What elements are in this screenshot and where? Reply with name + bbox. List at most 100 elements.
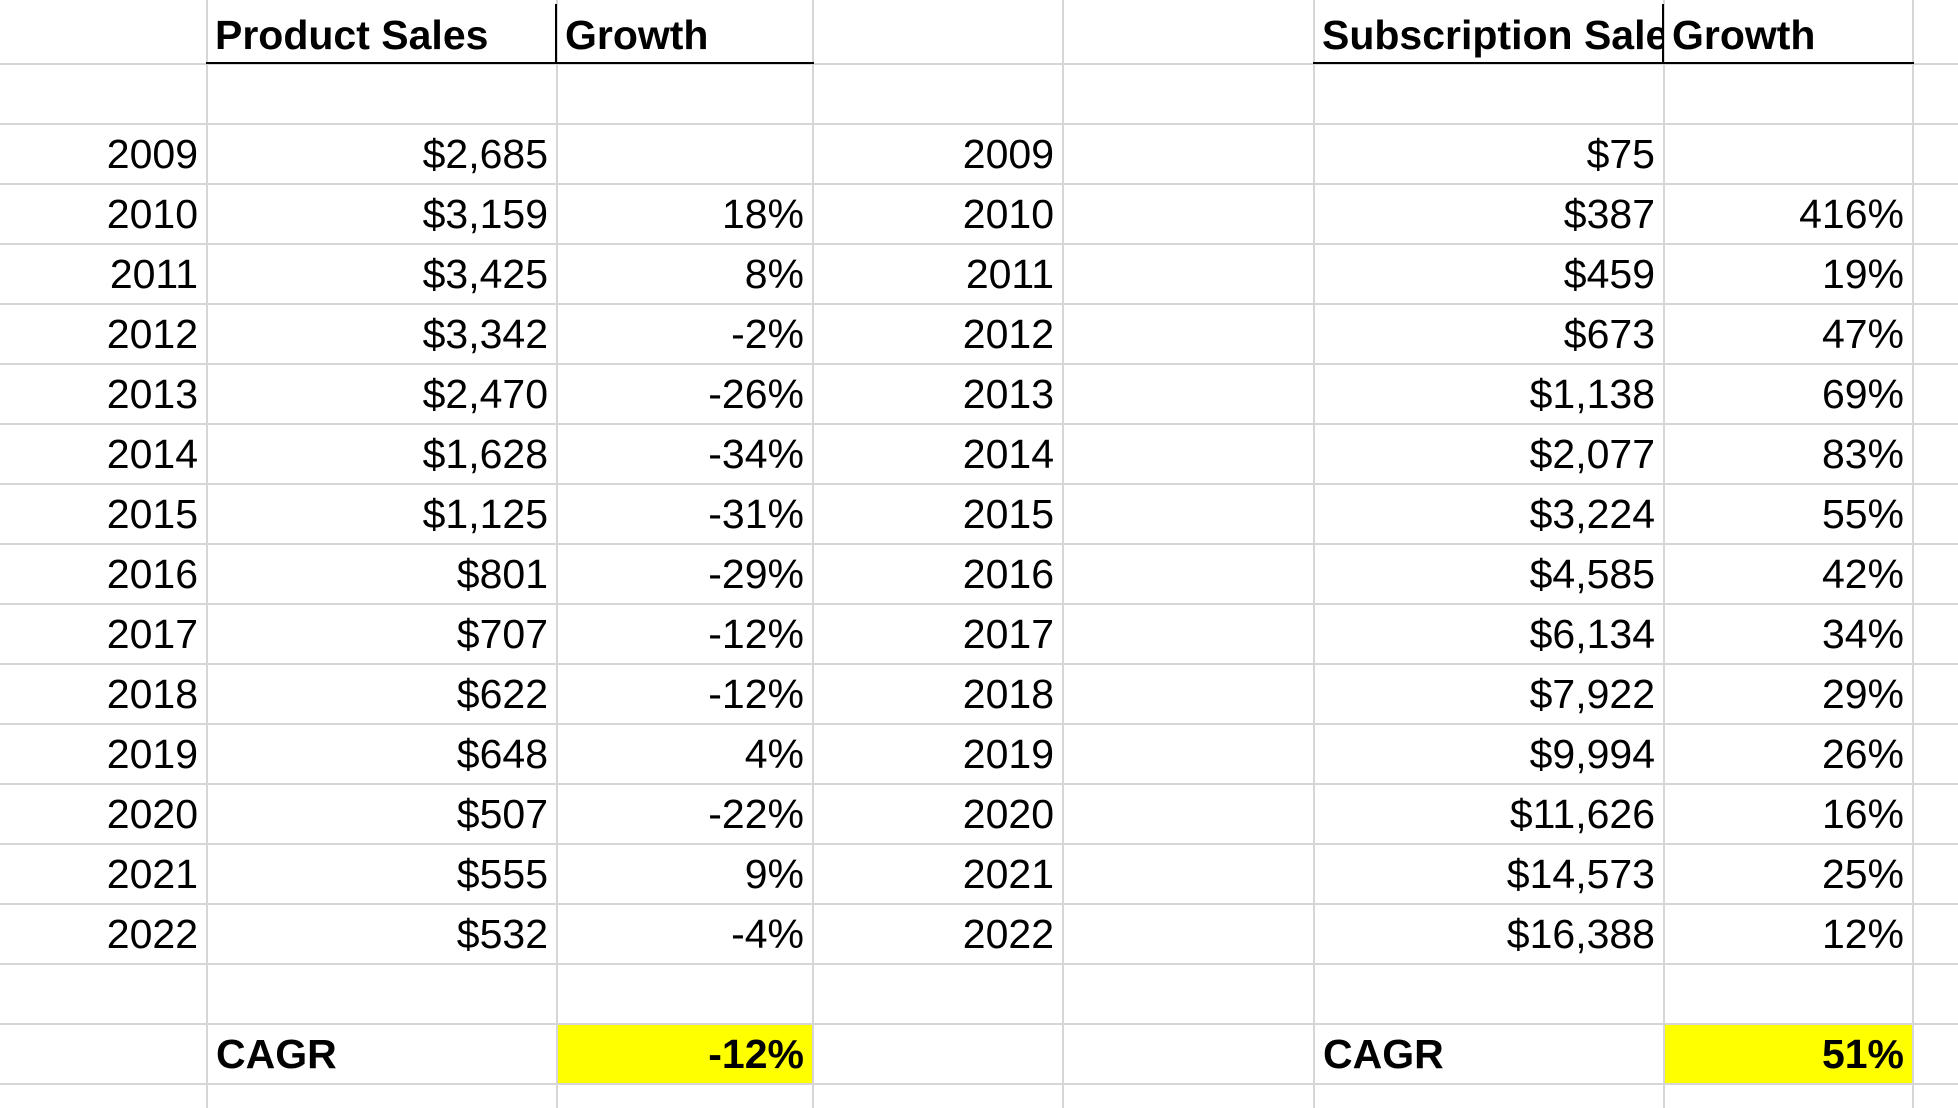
year-cell[interactable]: 2017 xyxy=(962,611,1054,657)
growth-cell[interactable]: 4% xyxy=(744,731,804,777)
growth-cell[interactable]: 8% xyxy=(744,251,804,297)
growth-cell[interactable]: -31% xyxy=(708,491,804,537)
row-divider xyxy=(0,603,1958,605)
sales-cell[interactable]: $555 xyxy=(456,851,548,897)
growth-cell[interactable]: 34% xyxy=(1821,611,1904,657)
year-cell[interactable]: 2010 xyxy=(962,191,1054,237)
sales-cell[interactable]: $75 xyxy=(1586,131,1655,177)
sales-cell[interactable]: $9,994 xyxy=(1529,731,1655,777)
product-cagr-value[interactable]: -12% xyxy=(558,1025,812,1083)
year-cell[interactable]: 2014 xyxy=(106,431,198,477)
sales-cell[interactable]: $6,134 xyxy=(1529,611,1655,657)
sales-cell[interactable]: $1,125 xyxy=(422,491,548,537)
growth-cell[interactable]: 55% xyxy=(1821,491,1904,537)
growth-cell[interactable]: 16% xyxy=(1821,791,1904,837)
sales-cell[interactable]: $707 xyxy=(456,611,548,657)
sales-cell[interactable]: $7,922 xyxy=(1529,671,1655,717)
growth-cell[interactable]: -12% xyxy=(708,671,804,717)
year-cell[interactable]: 2018 xyxy=(962,671,1054,717)
sales-cell[interactable]: $3,425 xyxy=(422,251,548,297)
growth-cell[interactable] xyxy=(1665,125,1912,183)
growth-cell[interactable]: 25% xyxy=(1821,851,1904,897)
product-sales-header[interactable]: Product Sales xyxy=(215,12,489,58)
year-cell[interactable]: 2018 xyxy=(106,671,198,717)
growth-cell[interactable]: 416% xyxy=(1799,191,1904,237)
year-cell[interactable]: 2021 xyxy=(106,851,198,897)
growth-cell[interactable]: 83% xyxy=(1821,431,1904,477)
year-cell[interactable]: 2017 xyxy=(106,611,198,657)
sales-cell[interactable]: $11,626 xyxy=(1509,791,1655,837)
sales-cell[interactable]: $2,077 xyxy=(1529,431,1655,477)
sales-cell[interactable]: $459 xyxy=(1563,251,1655,297)
sales-cell[interactable]: $2,685 xyxy=(422,131,548,177)
year-cell[interactable]: 2022 xyxy=(962,911,1054,957)
year-cell[interactable]: 2020 xyxy=(962,791,1054,837)
growth-cell[interactable]: 42% xyxy=(1821,551,1904,597)
growth-cell[interactable]: 47% xyxy=(1821,311,1904,357)
sales-cell[interactable]: $1,138 xyxy=(1529,371,1655,417)
year-cell[interactable]: 2015 xyxy=(106,491,198,537)
growth-cell[interactable]: 18% xyxy=(721,191,804,237)
sales-cell[interactable]: $801 xyxy=(456,551,548,597)
subscription-header-border xyxy=(1313,62,1914,64)
growth-cell[interactable]: 69% xyxy=(1821,371,1904,417)
row-divider xyxy=(0,123,1958,125)
growth-cell[interactable]: -4% xyxy=(731,911,804,957)
year-cell[interactable]: 2012 xyxy=(106,311,198,357)
sales-cell[interactable]: $3,342 xyxy=(422,311,548,357)
sales-cell[interactable]: $648 xyxy=(456,731,548,777)
growth-cell[interactable]: -29% xyxy=(708,551,804,597)
year-cell[interactable]: 2021 xyxy=(962,851,1054,897)
growth-cell[interactable]: 29% xyxy=(1821,671,1904,717)
growth-cell[interactable]: 9% xyxy=(744,851,804,897)
subscription-cagr-value[interactable]: 51% xyxy=(1665,1025,1912,1083)
year-cell[interactable]: 2013 xyxy=(106,371,198,417)
year-cell[interactable]: 2014 xyxy=(962,431,1054,477)
sales-cell[interactable]: $387 xyxy=(1563,191,1655,237)
product-growth-header[interactable]: Growth xyxy=(565,12,709,58)
year-cell[interactable]: 2011 xyxy=(109,251,198,297)
growth-cell[interactable]: -26% xyxy=(708,371,804,417)
year-cell[interactable]: 2013 xyxy=(962,371,1054,417)
subscription-growth-header[interactable]: Growth xyxy=(1672,12,1816,58)
year-cell[interactable]: 2009 xyxy=(106,131,198,177)
growth-cell[interactable]: 19% xyxy=(1821,251,1904,297)
product-cagr-label[interactable]: CAGR xyxy=(216,1031,337,1077)
sales-cell[interactable]: $2,470 xyxy=(422,371,548,417)
sales-cell[interactable]: $3,159 xyxy=(422,191,548,237)
year-cell[interactable]: 2022 xyxy=(106,911,198,957)
growth-cell[interactable]: 12% xyxy=(1821,911,1904,957)
year-cell[interactable]: 2016 xyxy=(962,551,1054,597)
growth-cell[interactable] xyxy=(558,125,812,183)
growth-cell[interactable]: -22% xyxy=(708,791,804,837)
year-cell[interactable]: 2019 xyxy=(962,731,1054,777)
row-divider xyxy=(0,903,1958,905)
sales-cell[interactable]: $532 xyxy=(456,911,548,957)
column-divider xyxy=(206,0,208,1108)
subscription-sales-header[interactable]: Subscription Sales xyxy=(1322,12,1662,58)
year-cell[interactable]: 2009 xyxy=(962,131,1054,177)
year-cell[interactable]: 2019 xyxy=(106,731,198,777)
sales-cell[interactable]: $14,573 xyxy=(1506,851,1655,897)
growth-cell[interactable]: -12% xyxy=(708,611,804,657)
growth-cell[interactable]: -34% xyxy=(708,431,804,477)
year-cell[interactable]: 2020 xyxy=(106,791,198,837)
sales-cell[interactable]: $622 xyxy=(456,671,548,717)
header-divider xyxy=(1662,4,1664,64)
year-cell[interactable]: 2015 xyxy=(962,491,1054,537)
sales-cell[interactable]: $3,224 xyxy=(1529,491,1655,537)
year-cell[interactable]: 2011 xyxy=(965,251,1054,297)
year-cell[interactable]: 2010 xyxy=(106,191,198,237)
sales-cell[interactable]: $673 xyxy=(1563,311,1655,357)
sales-cell[interactable]: $16,388 xyxy=(1506,911,1655,957)
row-divider xyxy=(0,543,1958,545)
growth-cell[interactable]: -2% xyxy=(731,311,804,357)
sales-cell[interactable]: $4,585 xyxy=(1529,551,1655,597)
column-divider xyxy=(1912,0,1914,1108)
growth-cell[interactable]: 26% xyxy=(1821,731,1904,777)
sales-cell[interactable]: $507 xyxy=(456,791,548,837)
sales-cell[interactable]: $1,628 xyxy=(422,431,548,477)
year-cell[interactable]: 2016 xyxy=(106,551,198,597)
year-cell[interactable]: 2012 xyxy=(962,311,1054,357)
subscription-cagr-label[interactable]: CAGR xyxy=(1323,1031,1444,1077)
